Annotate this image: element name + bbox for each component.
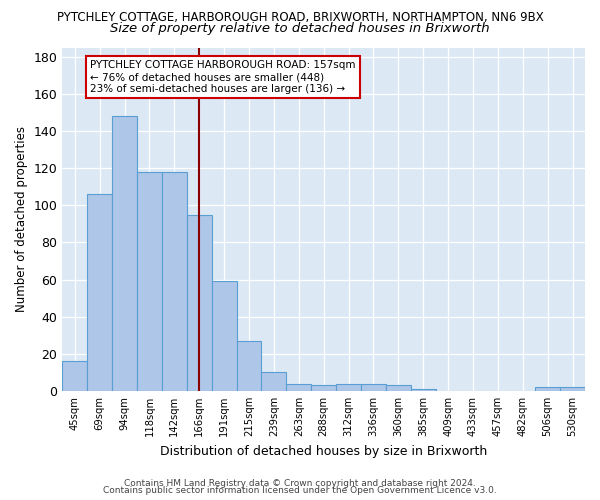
Text: Contains HM Land Registry data © Crown copyright and database right 2024.: Contains HM Land Registry data © Crown c… (124, 478, 476, 488)
Text: PYTCHLEY COTTAGE, HARBOROUGH ROAD, BRIXWORTH, NORTHAMPTON, NN6 9BX: PYTCHLEY COTTAGE, HARBOROUGH ROAD, BRIXW… (56, 11, 544, 24)
Bar (336, 384, 361, 391)
Bar (62, 361, 87, 391)
Bar (411, 389, 436, 391)
Y-axis label: Number of detached properties: Number of detached properties (15, 126, 28, 312)
X-axis label: Distribution of detached houses by size in Brixworth: Distribution of detached houses by size … (160, 444, 487, 458)
Text: Size of property relative to detached houses in Brixworth: Size of property relative to detached ho… (110, 22, 490, 35)
Bar (212, 282, 236, 391)
Bar (87, 194, 112, 391)
Text: Contains public sector information licensed under the Open Government Licence v3: Contains public sector information licen… (103, 486, 497, 495)
Bar (560, 387, 585, 391)
Bar (236, 341, 262, 391)
Bar (262, 372, 286, 391)
Bar (535, 387, 560, 391)
Bar (286, 384, 311, 391)
Bar (361, 384, 386, 391)
Bar (112, 116, 137, 391)
Bar (187, 214, 212, 391)
Bar (137, 172, 162, 391)
Bar (311, 386, 336, 391)
Bar (386, 386, 411, 391)
Bar (162, 172, 187, 391)
Text: PYTCHLEY COTTAGE HARBOROUGH ROAD: 157sqm
← 76% of detached houses are smaller (4: PYTCHLEY COTTAGE HARBOROUGH ROAD: 157sqm… (90, 60, 356, 94)
